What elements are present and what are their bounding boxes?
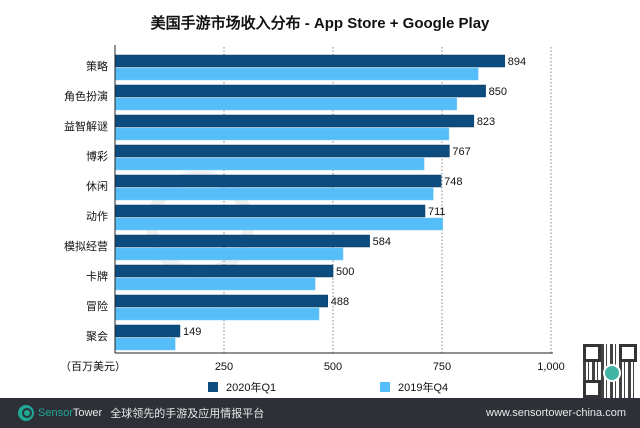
x-tick-label: 500 xyxy=(324,361,342,373)
bar-q1-2020 xyxy=(114,54,506,68)
category-label: 角色扮演 xyxy=(64,89,108,103)
category-label: 卡牌 xyxy=(86,269,108,283)
category-label: 休闲 xyxy=(86,179,108,193)
x-tick-label: 1,000 xyxy=(537,361,565,373)
bar-q1-2020 xyxy=(114,294,329,308)
data-label: 894 xyxy=(508,56,526,68)
data-label: 584 xyxy=(373,236,391,248)
bar-q4-2019 xyxy=(114,307,320,321)
bar-q1-2020 xyxy=(114,234,370,248)
bar-q1-2020 xyxy=(114,144,450,158)
bar-q4-2019 xyxy=(114,337,176,351)
data-label: 748 xyxy=(444,176,462,188)
data-label: 850 xyxy=(489,86,507,98)
bar-q4-2019 xyxy=(114,157,425,171)
chart-title: 美国手游市场收入分布 - App Store + Google Play xyxy=(151,14,490,32)
bar-q4-2019 xyxy=(114,277,316,291)
bar-q1-2020 xyxy=(114,204,426,218)
sensortower-logo-icon xyxy=(18,405,34,421)
legend-swatch xyxy=(380,382,390,392)
qr-code xyxy=(583,344,637,398)
brand-name-b: Tower xyxy=(72,407,103,419)
category-label: 博彩 xyxy=(86,150,108,163)
legend-label: 2020年Q1 xyxy=(226,380,276,394)
bar-q4-2019 xyxy=(114,127,450,141)
data-label: 823 xyxy=(477,116,495,128)
bar-q4-2019 xyxy=(114,217,444,231)
data-label: 711 xyxy=(428,206,446,218)
brand-name-a: Sensor xyxy=(38,407,73,419)
data-label: 500 xyxy=(336,266,354,278)
bar-q4-2019 xyxy=(114,67,479,81)
bar-q4-2019 xyxy=(114,187,434,201)
bar-q1-2020 xyxy=(114,114,475,128)
bar-q1-2020 xyxy=(114,264,334,278)
sensortower-logo: Sensor Tower xyxy=(18,405,102,421)
x-tick-label: 250 xyxy=(215,361,233,373)
category-label: 模拟经营 xyxy=(64,239,108,253)
x-tick-label: 750 xyxy=(433,361,451,373)
bar-chart: 美国手游市场收入分布 - App Store + Google Play 250 5… xyxy=(60,14,565,394)
x-axis-label: （百万美元） xyxy=(60,360,126,373)
bar-q1-2020 xyxy=(114,84,486,98)
category-label: 动作 xyxy=(86,210,108,223)
bar-q4-2019 xyxy=(114,97,458,111)
bar-q4-2019 xyxy=(114,247,344,261)
tagline: 全球领先的手游及应用情报平台 xyxy=(110,408,265,420)
website-url: www.sensortower-china.com xyxy=(486,407,626,419)
category-label: 冒险 xyxy=(86,299,108,313)
data-label: 488 xyxy=(331,296,349,308)
legend-swatch xyxy=(208,382,218,392)
bar-q1-2020 xyxy=(114,324,181,338)
data-label: 149 xyxy=(183,326,201,338)
category-label: 益智解谜 xyxy=(64,119,108,133)
data-label: 767 xyxy=(452,146,470,158)
footer-bar: Sensor Tower 全球领先的手游及应用情报平台 www.sensortow… xyxy=(0,398,640,428)
bar-q1-2020 xyxy=(114,174,442,188)
category-label: 策略 xyxy=(86,59,108,73)
legend-label: 2019年Q4 xyxy=(398,380,448,394)
category-label: 聚会 xyxy=(86,330,108,343)
